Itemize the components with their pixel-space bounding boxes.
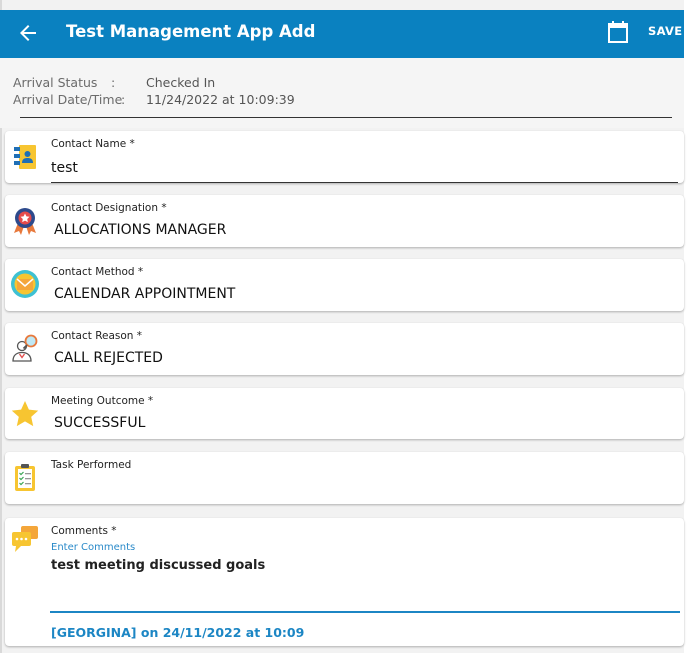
arrival-status-colon: : [111,75,116,90]
person-search-icon [12,334,38,362]
calendar-icon[interactable] [607,20,629,44]
contact-name-underline [51,182,678,183]
meeting-outcome-label: Meeting Outcome * [51,395,154,407]
chat-bubbles-icon [12,526,38,552]
contact-designation-label: Contact Designation * [51,202,167,214]
clipboard-checklist-icon [15,464,35,491]
arrival-datetime-value: 11/24/2022 at 10:09:39 [146,92,295,107]
award-badge-icon [14,208,36,235]
arrow-left-icon[interactable] [16,21,40,45]
app-bar: Test Management App Add SAVE [0,10,684,58]
contact-reason-value[interactable]: CALL REJECTED [54,350,163,366]
arrival-status-value: Checked In [146,75,216,90]
contact-reason-field[interactable]: Contact Reason * CALL REJECTED [5,323,684,375]
contact-method-field[interactable]: Contact Method * CALENDAR APPOINTMENT [5,259,684,311]
contact-designation-value[interactable]: ALLOCATIONS MANAGER [54,222,227,238]
arrival-datetime-colon: : [121,92,126,107]
contact-name-field[interactable]: Contact Name * test [5,131,684,183]
task-performed-label: Task Performed [51,459,132,471]
comments-field[interactable]: Comments * Enter Comments test meeting d… [5,518,684,646]
comments-underline [50,611,680,613]
envelope-icon [11,270,39,298]
comments-textarea[interactable]: test meeting discussed goals [51,558,266,573]
meeting-outcome-value[interactable]: SUCCESSFUL [54,415,146,431]
comments-label: Comments * [51,525,117,537]
comment-signature: [GEORGINA] on 24/11/2022 at 10:09 [51,625,305,640]
arrival-info: Arrival Status : Checked In Arrival Date… [0,58,684,128]
arrival-divider [20,117,672,118]
arrival-datetime-label: Arrival Date/Time [13,92,123,107]
meeting-outcome-field[interactable]: Meeting Outcome * SUCCESSFUL [5,388,684,439]
contact-method-label: Contact Method * [51,266,144,278]
comments-placeholder: Enter Comments [51,542,136,553]
left-edge [0,0,2,653]
page-title: Test Management App Add [66,22,316,41]
contact-book-icon [14,145,36,169]
star-icon [11,401,39,427]
contact-method-value[interactable]: CALENDAR APPOINTMENT [54,286,236,302]
arrival-status-label: Arrival Status [13,75,98,90]
contact-designation-field[interactable]: Contact Designation * ALLOCATIONS MANAGE… [5,195,684,247]
contact-name-label: Contact Name * [51,138,135,150]
save-button[interactable]: SAVE [648,24,683,38]
right-edge [684,0,688,653]
task-performed-field[interactable]: Task Performed [5,452,684,504]
contact-name-input[interactable]: test [51,160,78,176]
contact-reason-label: Contact Reason * [51,330,143,342]
